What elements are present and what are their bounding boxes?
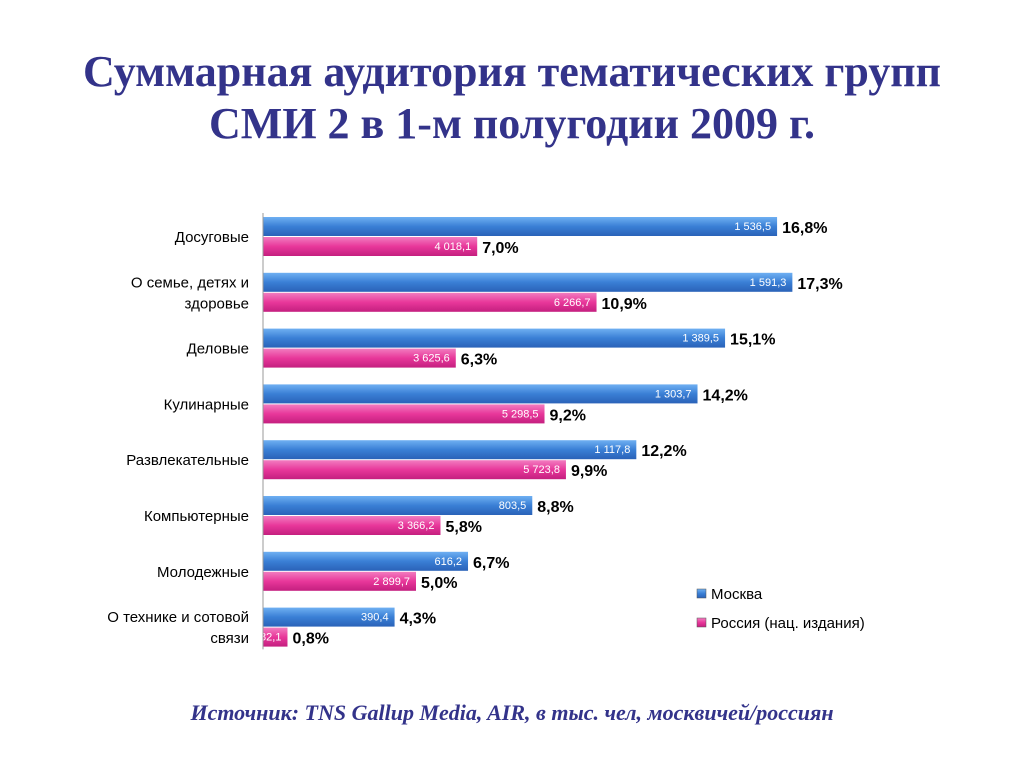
percent-label: 17,3% bbox=[797, 276, 842, 293]
bar-moscow bbox=[263, 272, 793, 292]
bar-value-label: 4 018,1 bbox=[434, 241, 471, 253]
percent-label: 12,2% bbox=[641, 443, 686, 460]
percent-label: 9,9% bbox=[571, 463, 607, 480]
percent-label: 10,9% bbox=[602, 296, 647, 313]
bar-value-label: 1 591,3 bbox=[750, 277, 787, 289]
legend-swatch-moscow bbox=[696, 588, 707, 599]
bar-russia bbox=[263, 627, 288, 647]
percent-label: 9,2% bbox=[550, 407, 586, 424]
bar-value-label: 482,1 bbox=[254, 632, 282, 644]
bar-value-label: 2 899,7 bbox=[373, 576, 410, 588]
category-label: О семье, детях и bbox=[131, 274, 249, 291]
bar-value-label: 803,5 bbox=[499, 500, 527, 512]
bar-value-label: 6 266,7 bbox=[554, 297, 591, 309]
legend-swatch-russia bbox=[696, 617, 707, 628]
bar-value-label: 1 303,7 bbox=[655, 388, 692, 400]
bar-moscow bbox=[263, 496, 533, 515]
bar-moscow bbox=[263, 607, 395, 627]
category-label: Деловые bbox=[187, 341, 249, 358]
legend-label-russia: Россия (нац. издания) bbox=[711, 615, 865, 632]
bar-moscow bbox=[263, 217, 778, 236]
bar-value-label: 1 536,5 bbox=[734, 221, 771, 233]
category-label: здоровье bbox=[185, 295, 249, 312]
source-note: Источник: TNS Gallup Media, AIR, в тыс. … bbox=[190, 700, 834, 725]
category-label: Компьютерные bbox=[144, 508, 249, 525]
bar-moscow bbox=[263, 384, 698, 404]
percent-label: 8,8% bbox=[537, 499, 573, 516]
category-label: О технике и сотовой bbox=[107, 609, 249, 626]
bar-value-label: 3 625,6 bbox=[413, 353, 450, 365]
bar-moscow bbox=[263, 551, 469, 571]
percent-label: 4,3% bbox=[400, 611, 436, 628]
legend-label-moscow: Москва bbox=[711, 586, 763, 603]
bar-russia bbox=[263, 516, 441, 535]
percent-label: 14,2% bbox=[703, 387, 748, 404]
percent-label: 6,3% bbox=[461, 352, 497, 369]
bar-value-label: 1 117,8 bbox=[594, 444, 630, 456]
percent-label: 15,1% bbox=[730, 332, 775, 349]
category-label: связи bbox=[210, 630, 249, 647]
category-label: Досуговые bbox=[175, 229, 249, 246]
bar-value-label: 390,4 bbox=[361, 612, 389, 624]
bar-russia bbox=[263, 460, 566, 480]
title-line-1: Суммарная аудитория тематических групп bbox=[83, 47, 941, 96]
percent-label: 7,0% bbox=[482, 240, 518, 257]
bar-value-label: 1 389,5 bbox=[682, 333, 719, 345]
title-line-2: СМИ 2 в 1-м полугодии 2009 г. bbox=[209, 99, 815, 148]
bar-value-label: 616,2 bbox=[434, 556, 462, 568]
bar-chart: Досуговые 1 536,5 16,8% 4 018,1 7,0% О семье,… bbox=[107, 213, 865, 650]
category-label: Молодежные bbox=[157, 564, 249, 581]
percent-label: 0,8% bbox=[292, 631, 328, 648]
percent-label: 5,0% bbox=[421, 575, 457, 592]
bar-russia bbox=[263, 571, 416, 591]
percent-label: 16,8% bbox=[782, 220, 827, 237]
bar-russia bbox=[263, 348, 456, 368]
bar-value-label: 5 298,5 bbox=[502, 408, 539, 420]
percent-label: 6,7% bbox=[473, 555, 509, 572]
chart-title: Суммарная аудитория тематических групп С… bbox=[0, 46, 1024, 150]
bar-russia bbox=[263, 237, 478, 256]
bar-russia bbox=[263, 404, 545, 424]
category-label: Развлекательные bbox=[126, 452, 249, 469]
percent-label: 5,8% bbox=[445, 519, 481, 536]
bar-russia bbox=[263, 292, 597, 312]
category-label: Кулинарные bbox=[164, 396, 249, 413]
bar-moscow bbox=[263, 440, 637, 460]
bar-moscow bbox=[263, 328, 726, 348]
bar-value-label: 5 723,8 bbox=[523, 464, 560, 476]
bar-value-label: 3 366,2 bbox=[398, 520, 435, 532]
